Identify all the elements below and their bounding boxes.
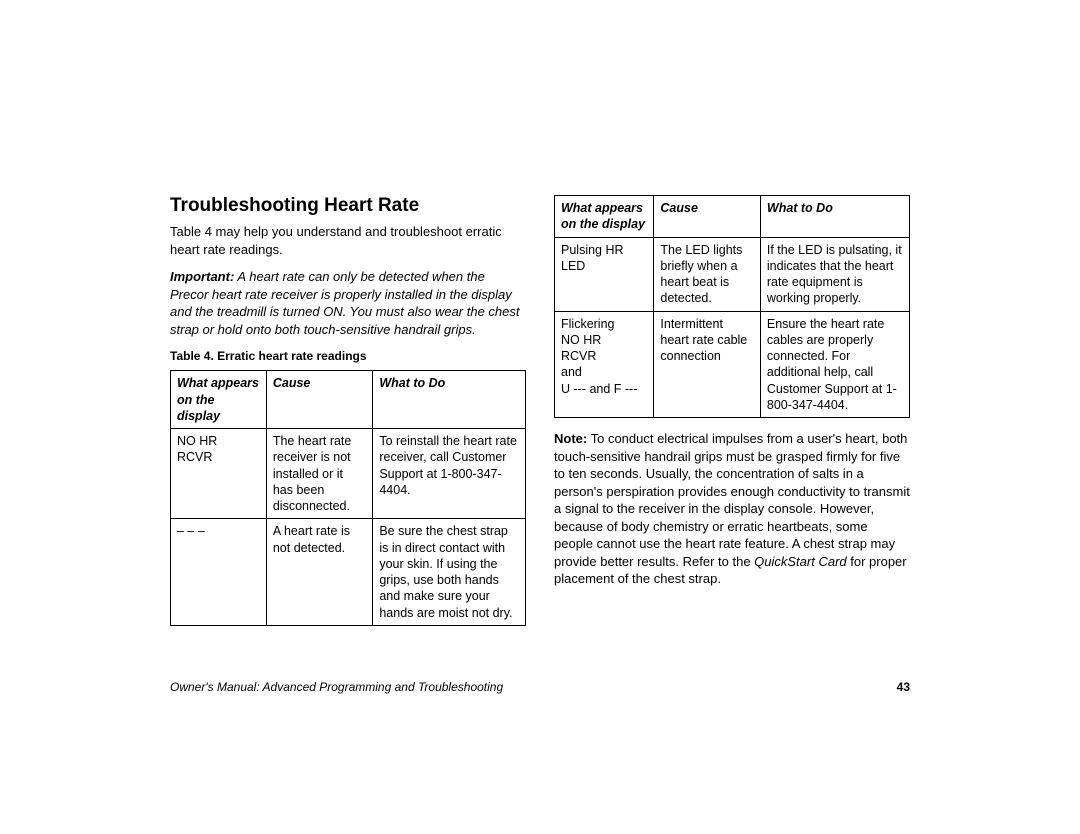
troubleshooting-table-right: What appearson the display Cause What to…	[554, 195, 910, 418]
page-number: 43	[897, 680, 910, 694]
header-todo: What to Do	[373, 371, 526, 429]
right-column: What appearson the display Cause What to…	[554, 195, 910, 626]
note-text-1: To conduct electrical impulses from a us…	[554, 431, 910, 569]
cell-display: – – –	[171, 519, 267, 626]
header-display: What appearson the display	[171, 371, 267, 429]
table-row: Flickering NO HR RCVR and U --- and F --…	[555, 311, 910, 418]
cell-display: Flickering NO HR RCVR and U --- and F --…	[555, 311, 654, 418]
cell-cause: Intermittent heart rate cable connection	[654, 311, 761, 418]
table-row: – – – A heart rate is not detected. Be s…	[171, 519, 526, 626]
header-todo: What to Do	[760, 196, 909, 238]
cell-todo: If the LED is pulsating, it indicates th…	[760, 237, 909, 311]
cell-cause: The heart rate receiver is not installed…	[266, 429, 373, 519]
cell-todo: To reinstall the heart rate receiver, ca…	[373, 429, 526, 519]
cell-cause: The LED lights briefly when a heart beat…	[654, 237, 761, 311]
left-column: Troubleshooting Heart Rate Table 4 may h…	[170, 195, 526, 626]
footer-title: Owner's Manual: Advanced Programming and…	[170, 680, 503, 694]
important-label: Important:	[170, 269, 234, 284]
cell-display: NO HR RCVR	[171, 429, 267, 519]
table-row: NO HR RCVR The heart rate receiver is no…	[171, 429, 526, 519]
note-label: Note:	[554, 431, 587, 446]
important-note: Important: A heart rate can only be dete…	[170, 268, 526, 338]
header-cause: Cause	[654, 196, 761, 238]
table-caption: Table 4. Erratic heart rate readings	[170, 348, 526, 364]
table-row: Pulsing HR LED The LED lights briefly wh…	[555, 237, 910, 311]
header-display: What appearson the display	[555, 196, 654, 238]
cell-todo: Be sure the chest strap is in direct con…	[373, 519, 526, 626]
note-paragraph: Note: To conduct electrical impulses fro…	[554, 430, 910, 588]
intro-paragraph: Table 4 may help you understand and trou…	[170, 223, 526, 258]
page-footer: Owner's Manual: Advanced Programming and…	[170, 680, 910, 694]
table-header-row: What appearson the display Cause What to…	[555, 196, 910, 238]
table-header-row: What appearson the display Cause What to…	[171, 371, 526, 429]
cell-todo: Ensure the heart rate cables are properl…	[760, 311, 909, 418]
troubleshooting-table-left: What appearson the display Cause What to…	[170, 370, 526, 626]
header-cause: Cause	[266, 371, 373, 429]
cell-display: Pulsing HR LED	[555, 237, 654, 311]
section-heading: Troubleshooting Heart Rate	[170, 195, 526, 217]
note-italic: QuickStart Card	[754, 554, 846, 569]
page-content: Troubleshooting Heart Rate Table 4 may h…	[0, 0, 1080, 626]
cell-cause: A heart rate is not detected.	[266, 519, 373, 626]
